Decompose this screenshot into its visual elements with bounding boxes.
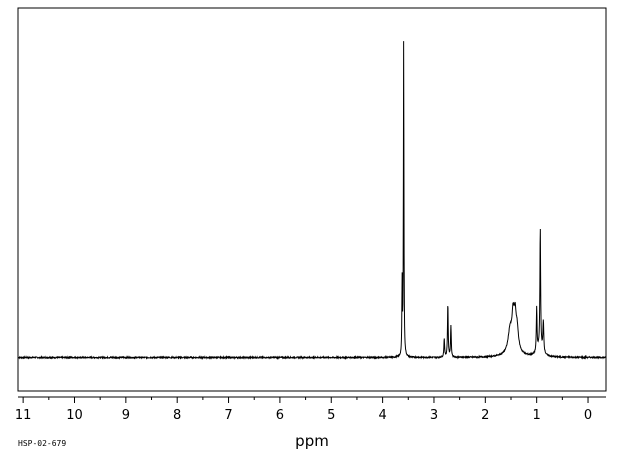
sample-id-label: HSP-02-679 [18,439,66,448]
x-tick-label: 9 [122,408,130,423]
x-tick-label: 1 [533,408,541,423]
plot-frame [17,7,607,392]
x-tick-label: 5 [327,408,335,423]
x-tick-label: 11 [15,408,32,423]
x-tick-label: 10 [66,408,83,423]
x-tick-label: 7 [224,408,232,423]
x-axis-title: ppm [295,432,329,450]
x-tick-label: 6 [276,408,284,423]
x-tick-label: 8 [173,408,181,423]
spectrum-trace [17,41,607,361]
x-tick-label: 4 [378,408,386,423]
x-tick-label: 3 [430,408,438,423]
x-tick-label: 2 [481,408,489,423]
x-tick-label: 0 [584,408,592,423]
x-axis: 11 10 9 8 7 6 5 4 3 2 1 0 [15,396,606,423]
